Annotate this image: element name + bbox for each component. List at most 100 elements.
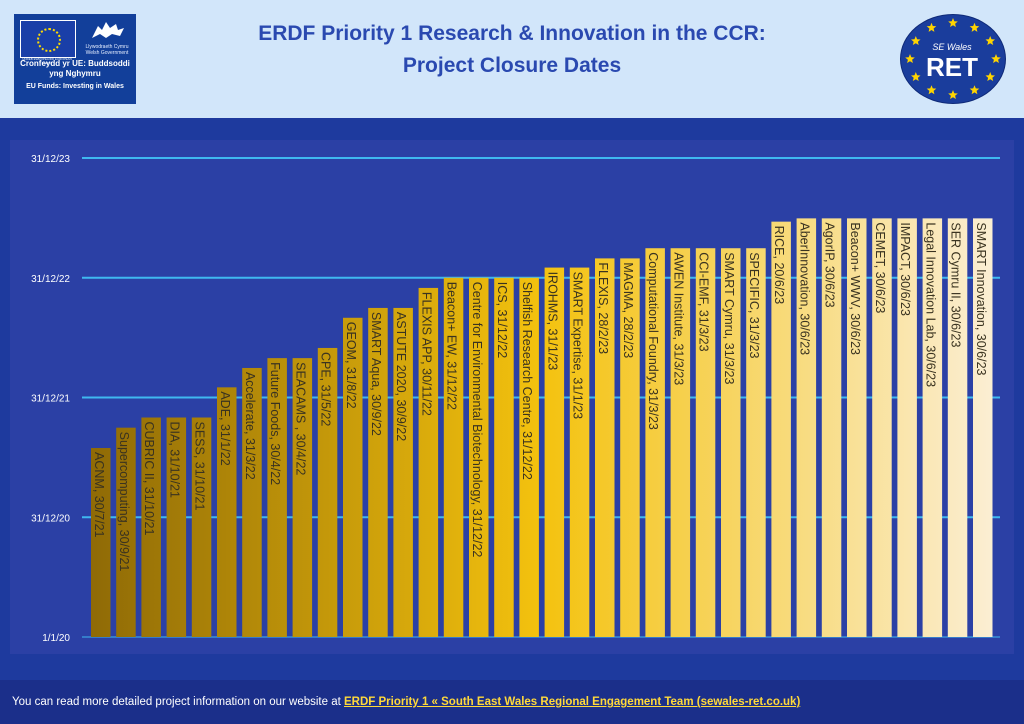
bar [595,258,615,637]
bar-label: CCI-EMF, 31/3/23 [697,252,711,351]
bar [973,218,993,637]
bar-label: ASTUTE 2020, 30/9/22 [394,312,408,441]
bar [267,358,287,637]
y-tick-label: 31/12/23 [31,154,70,165]
bar [847,218,867,637]
bar [191,417,212,637]
bar-label: SER Cymru II, 30/6/23 [949,222,963,347]
bar [695,248,716,637]
bar [166,417,187,637]
bar [91,448,111,637]
bar-label: CPE, 31/5/22 [319,352,333,426]
bar-label: FLEXIS, 28/2/23 [596,262,610,354]
bar-label: AberInnovation, 30/6/23 [797,222,811,355]
star-icon [991,54,1001,63]
bar-label: RICE, 20/6/23 [772,226,786,305]
eu-funds-logo: UNDEB EWROPEAIDD EUROPEAN UNION Llywodra… [14,14,136,104]
bar [620,258,640,637]
bar [721,248,741,637]
star-icon [926,85,937,95]
y-tick-label: 31/12/22 [31,274,70,285]
bar-label: ADE, 31/1/22 [218,391,232,465]
bar-label: SESS, 31/10/21 [193,422,207,511]
bar [947,218,968,637]
bar [217,387,237,637]
welsh-dragon-icon [92,22,124,38]
bar [746,248,766,637]
eu-funds-main-text: Cronfeydd yr UE: Buddsoddi yng Nghymru [20,59,130,78]
bar [494,277,514,637]
footer-intro: You can read more detailed project infor… [12,696,344,708]
bar [141,417,161,637]
star-ring-icon [905,18,1001,99]
bar [771,221,791,637]
star-icon [911,36,921,45]
bar-label: AWEN Institute, 31/3/23 [671,252,685,385]
se-wales-ret-logo: SE Wales RET [900,14,1006,104]
title-line-2: Project Closure Dates [402,54,622,77]
bar-label: IROHMS, 31/1/23 [545,272,559,371]
bar [469,277,489,637]
bar-label: AgorIP, 30/6/23 [823,222,837,307]
bar-label: DIA, 31/10/21 [167,422,181,498]
bar-label: Shelfish Research Centre, 31/12/22 [520,282,534,480]
y-tick-label: 31/12/21 [31,394,70,405]
bar-label: Accelerate, 31/3/22 [243,372,257,480]
closure-dates-bar-chart: 1/1/20 31/12/20 31/12/21 31/12/22 31/12/23 A… [31,154,1000,644]
bar-label: Beacon+ EW, 31/12/22 [445,282,459,410]
y-tick-label: 1/1/20 [42,633,70,644]
bar [368,307,388,637]
bar [872,218,892,637]
bar-label: FLEXIS APP, 30/11/22 [419,292,433,416]
bar-label: IMPACT, 30/6/23 [898,222,912,316]
bar-label: CEMET, 30/6/23 [873,222,887,313]
website-link[interactable]: ERDF Priority 1 « South East Wales Regio… [344,696,801,708]
bar [645,248,665,637]
bar-label: GEOM, 31/8/22 [344,322,358,409]
bar [418,287,439,637]
bar-label: SMART Expertise, 31/1/23 [571,272,585,420]
gov-caption: Llywodraeth Cymru Welsh Government [85,44,129,56]
star-icon [948,90,958,99]
bar-label: Future Foods, 30/4/22 [268,362,282,485]
bar [292,358,313,637]
footer-text: You can read more detailed project infor… [12,696,800,708]
bar [242,367,262,637]
star-icon [985,72,995,81]
star-icon [905,54,915,63]
star-icon [969,22,980,32]
bar [922,218,943,637]
bar-label: SMART Aqua, 30/9/22 [369,312,383,436]
star-icon [926,22,937,32]
ret-oval [900,14,1006,104]
bar [519,277,539,637]
bar-label: Computational Foundry, 31/3/23 [646,252,660,430]
title-line-1: ERDF Priority 1 Research & Innovation in… [258,22,766,45]
bar-label: Beacon+ WWV, 30/6/23 [848,222,862,355]
ret-big-text: RET [926,52,978,82]
bar-label: SMART Cymru, 31/3/23 [722,252,736,384]
star-icon [985,36,995,45]
bar-label: Centre for Environmental Biotechnology, … [470,282,484,558]
bar [897,218,917,637]
bar-label: MAGMA, 28/2/23 [621,262,635,358]
bar [116,427,136,637]
star-icon [948,18,958,27]
page-title: ERDF Priority 1 Research & Innovation in… [150,18,874,82]
bar [796,218,817,637]
star-icon [969,85,980,95]
bar [317,347,338,637]
bar-label: ICS, 31/12/22 [495,282,509,358]
bar-label: Supercomputing, 30/9/21 [117,432,131,572]
bar-label: ACNM, 30/7/21 [92,452,106,538]
star-icon [911,72,921,81]
bar-label: SEACAMS , 30/4/22 [293,362,307,475]
bar-label: Legal Innovation Lab, 30/6/23 [923,222,937,387]
eu-flag-caption: UNDEB EWROPEAIDD EUROPEAN UNION [22,57,72,65]
ret-small-text: SE Wales [932,42,972,52]
y-tick-label: 31/12/20 [31,513,70,524]
header: UNDEB EWROPEAIDD EUROPEAN UNION Llywodra… [0,0,1024,118]
eu-flag-icon [20,20,76,58]
bar-label: CUBRIC II, 31/10/21 [142,422,156,536]
bar [670,248,691,637]
